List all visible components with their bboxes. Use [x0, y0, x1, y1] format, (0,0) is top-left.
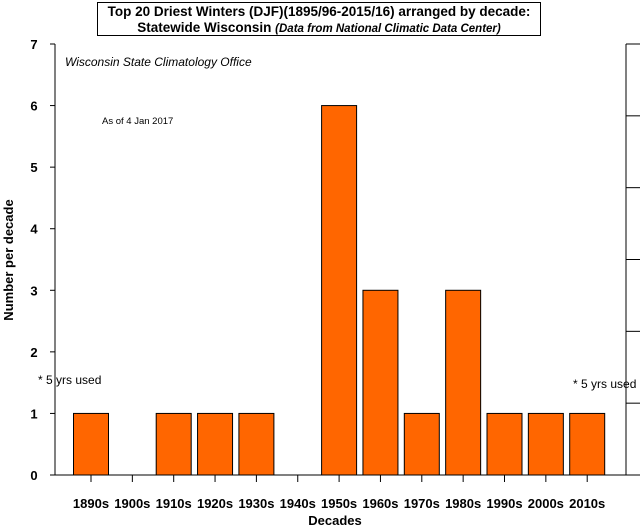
- chart-subtitle: Statewide Wisconsin (Data from National …: [98, 20, 540, 37]
- y-tick-label: 2: [30, 345, 37, 360]
- bar-1970s: [403, 412, 440, 476]
- as-of-annotation: As of 4 Jan 2017: [102, 116, 173, 127]
- chart-subtitle-source: (Data from National Climatic Data Center…: [275, 23, 501, 35]
- y-tick-label: 7: [30, 37, 37, 52]
- x-tick-label: 2010s: [569, 496, 605, 511]
- office-annotation: Wisconsin State Climatology Office: [65, 55, 252, 69]
- x-tick-label: 2000s: [528, 496, 564, 511]
- chart-title-box: Top 20 Driest Winters (DJF)(1895/96-2015…: [97, 2, 541, 36]
- right-axis-ticks: [626, 43, 640, 476]
- y-tick-label: 6: [30, 99, 37, 114]
- x-tick-label: 1900s: [114, 496, 150, 511]
- x-axis-ticks: 1890s 1900s 1910s 1920s 1930s 1940s 1950s 1960s…: [73, 475, 605, 511]
- y-axis-title: Number per decade: [1, 199, 16, 320]
- bar-1930s: [238, 412, 275, 476]
- x-tick-label: 1970s: [404, 496, 440, 511]
- bar-2010s: [569, 412, 606, 476]
- y-tick-label: 0: [30, 468, 37, 483]
- x-tick-label: 1890s: [73, 496, 109, 511]
- bar-2000s: [527, 412, 564, 476]
- x-tick-label: 1960s: [362, 496, 398, 511]
- bars: [73, 105, 606, 476]
- bar-1890s: [73, 412, 109, 476]
- y-tick-label: 4: [30, 222, 38, 237]
- x-tick-label: 1930s: [238, 496, 274, 511]
- x-tick-label: 1920s: [197, 496, 233, 511]
- note-right: * 5 yrs used: [573, 377, 636, 391]
- y-tick-label: 5: [30, 160, 37, 175]
- x-tick-label: 1990s: [486, 496, 522, 511]
- bar-1990s: [486, 412, 523, 476]
- y-tick-label: 1: [30, 406, 37, 421]
- x-axis-title: Decades: [308, 513, 361, 528]
- y-tick-label: 3: [30, 283, 37, 298]
- chart-title: Top 20 Driest Winters (DJF)(1895/96-2015…: [107, 4, 531, 19]
- x-tick-label: 1980s: [445, 496, 481, 511]
- bar-1950s: [321, 105, 358, 476]
- y-axis-ticks: 0 1 2 3 4 5 6 7: [30, 37, 55, 483]
- chart-subtitle-main: Statewide Wisconsin: [137, 20, 272, 35]
- bar-1960s: [362, 289, 399, 476]
- bar-1980s: [445, 289, 482, 476]
- note-left: * 5 yrs used: [38, 373, 101, 387]
- x-tick-label: 1950s: [321, 496, 357, 511]
- bar-1910s: [155, 412, 192, 476]
- x-tick-label: 1940s: [280, 496, 316, 511]
- bar-1920s: [197, 412, 234, 476]
- x-tick-label: 1910s: [156, 496, 192, 511]
